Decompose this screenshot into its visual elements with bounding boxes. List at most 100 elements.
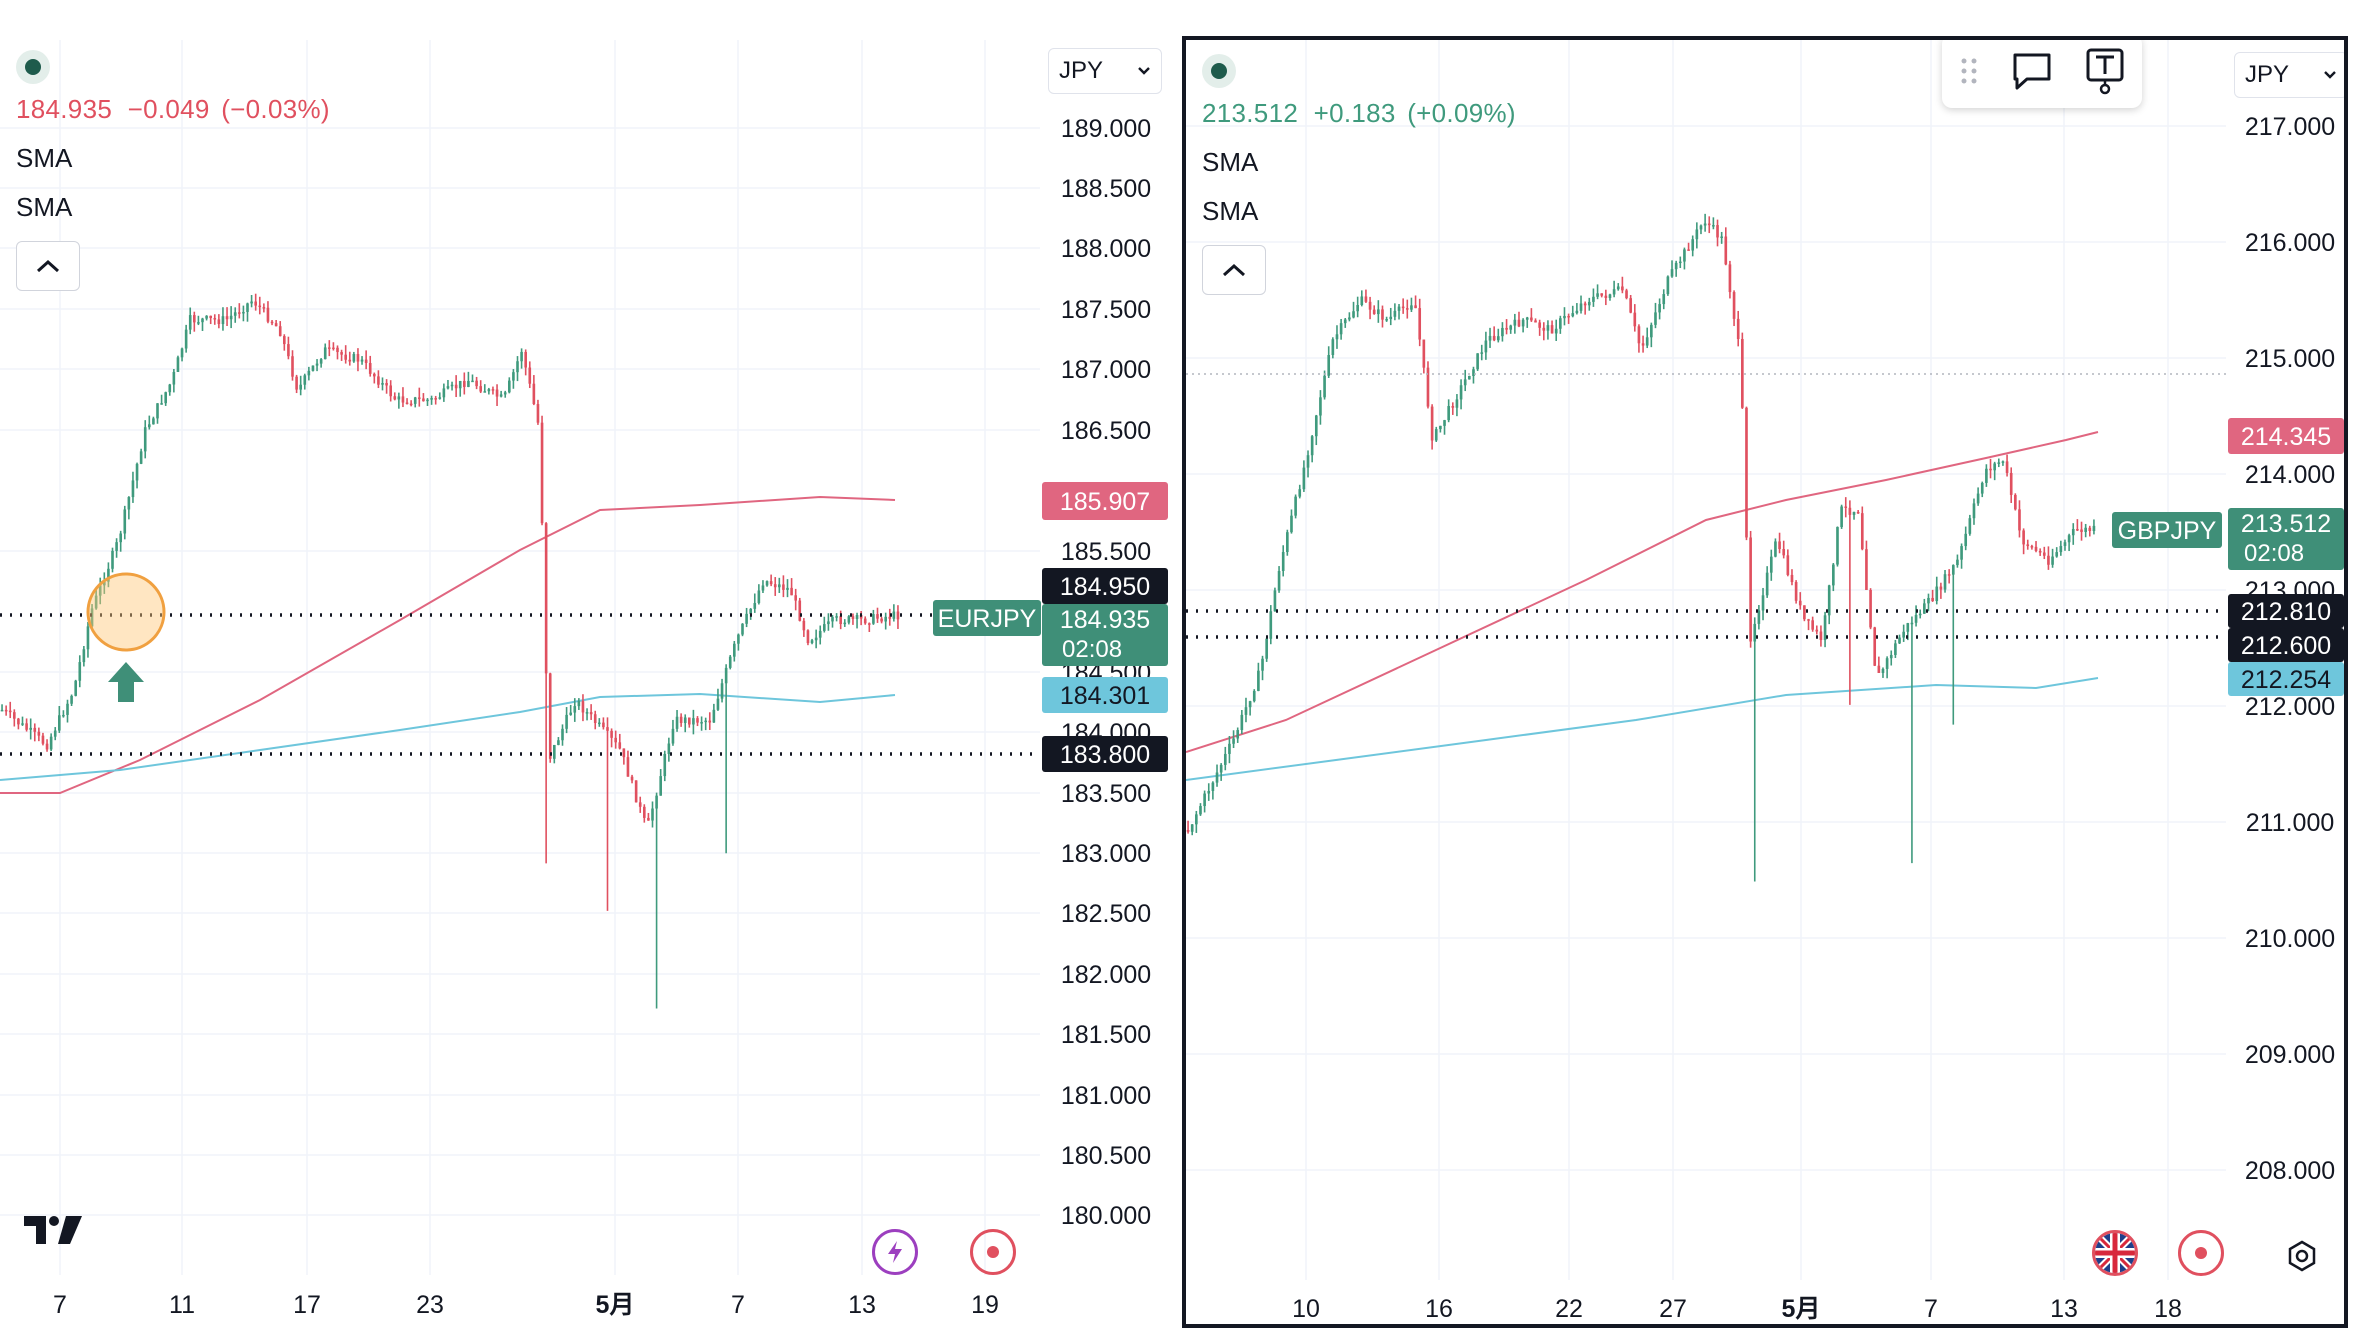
left-candle — [164, 392, 167, 404]
left-candle — [548, 673, 552, 759]
left-candle — [892, 611, 896, 619]
left-sma-indicator-2[interactable]: SMA — [16, 192, 73, 222]
settings-icon[interactable] — [2286, 1240, 2318, 1272]
right-candle — [2051, 556, 2054, 565]
right-candle — [1856, 511, 1860, 514]
right-candle — [1790, 574, 1794, 583]
left-candle — [307, 370, 311, 376]
right-candle — [1641, 343, 1645, 346]
left-candle — [598, 722, 601, 725]
right-candle — [1869, 589, 1872, 628]
right-candle — [1629, 298, 1632, 313]
text-tool-icon[interactable] — [2084, 47, 2126, 95]
right-chart-panel[interactable]: 217.000 216.000 215.000 214.000 213.000 212.0… — [1182, 36, 2348, 1328]
right-last-price: 213.512 — [1202, 98, 1299, 128]
left-candle — [577, 701, 581, 707]
left-candle — [487, 389, 491, 392]
left-candle — [454, 384, 458, 389]
record-icon[interactable] — [2178, 1230, 2224, 1276]
right-legend: 213.512 +0.183 (+0.09%) SMA SMA — [1202, 54, 1516, 295]
x-axis-tick-label: 7 — [731, 1291, 745, 1319]
left-candle — [483, 391, 487, 393]
left-chart-canvas[interactable]: 189.000 188.500 188.000 187.500 187.000 186.5… — [0, 0, 1176, 1334]
right-candle — [2092, 525, 2096, 531]
right-candle — [2026, 544, 2030, 547]
y-axis-tick-label: 187.500 — [1061, 296, 1151, 324]
up-arrow-icon — [108, 662, 144, 702]
right-candle — [1546, 325, 1550, 331]
left-sma-indicator-1[interactable]: SMA — [16, 143, 73, 173]
y-axis-tick-label: 183.000 — [1061, 840, 1151, 868]
tradingview-logo-icon[interactable] — [22, 1212, 86, 1248]
left-candle — [589, 712, 593, 715]
left-currency-select[interactable]: JPY — [1048, 48, 1162, 94]
record-icon[interactable] — [970, 1229, 1016, 1275]
right-candle — [1401, 306, 1405, 309]
left-candle — [254, 301, 257, 306]
left-candle — [647, 817, 650, 821]
y-axis-tick-label: 215.000 — [2245, 345, 2335, 373]
right-candle — [2080, 529, 2083, 532]
right-candle — [1203, 793, 1206, 807]
left-candle — [373, 373, 376, 377]
left-chart-panel[interactable]: 189.000 188.500 188.000 187.500 187.000 186.5… — [0, 0, 1176, 1334]
left-candle — [283, 336, 286, 345]
left-candle — [360, 359, 364, 362]
left-collapse-legend-button[interactable] — [16, 241, 80, 291]
right-currency-select[interactable]: JPY — [2234, 52, 2344, 98]
left-candle — [364, 359, 368, 363]
right-candle — [1583, 303, 1587, 306]
left-candle — [753, 603, 757, 609]
y-axis-tick-label: 216.000 — [2245, 229, 2335, 257]
right-candle — [1579, 303, 1583, 311]
left-candle — [671, 728, 675, 744]
left-candle — [720, 683, 724, 699]
right-candle — [1678, 261, 1682, 264]
left-candle — [659, 776, 662, 796]
left-candle — [148, 424, 151, 428]
left-candle — [884, 616, 887, 622]
x-axis-tick-label: 5月 — [1782, 1295, 1821, 1323]
right-candle — [1753, 623, 1757, 642]
left-candle — [385, 383, 388, 386]
right-candle — [1509, 325, 1513, 330]
right-candle — [1997, 462, 2001, 464]
comment-icon[interactable] — [2011, 51, 2053, 91]
left-candle — [315, 363, 319, 366]
left-candle — [761, 585, 765, 591]
left-candle — [463, 380, 466, 387]
right-candle — [1563, 315, 1566, 319]
lightning-icon[interactable] — [872, 1229, 918, 1275]
right-candle — [1434, 429, 1438, 441]
left-symbol-dot-button[interactable] — [16, 50, 50, 84]
right-candle — [1261, 658, 1264, 671]
right-candle — [1244, 707, 1248, 715]
left-candle — [802, 620, 806, 631]
right-candle — [1488, 335, 1492, 341]
chevron-down-icon — [2324, 71, 2336, 79]
left-candle — [201, 318, 204, 323]
right-candle — [1567, 315, 1570, 318]
left-candle — [323, 347, 327, 360]
right-sma-indicator-2[interactable]: SMA — [1202, 196, 1259, 226]
right-sma-indicator-1[interactable]: SMA — [1202, 147, 1259, 177]
left-candle — [33, 727, 37, 732]
right-candle — [1716, 225, 1719, 238]
left-candle — [78, 662, 82, 681]
left-candle — [446, 386, 450, 389]
right-candle — [1468, 375, 1471, 380]
right-candle — [1621, 286, 1624, 291]
left-candle — [340, 352, 343, 355]
right-candle — [1298, 489, 1302, 497]
right-symbol-dot-button[interactable] — [1202, 54, 1236, 88]
x-axis-tick-label: 13 — [848, 1291, 876, 1319]
right-candle — [2063, 542, 2067, 546]
right-chart-canvas[interactable]: 217.000216.000215.000214.000213.000212.0… — [1186, 40, 2344, 1324]
right-candle — [1840, 506, 1843, 528]
left-candle — [107, 568, 110, 582]
drag-handle-icon[interactable] — [1958, 55, 1980, 87]
left-candle — [221, 316, 225, 325]
left-candle — [8, 710, 12, 713]
right-collapse-legend-button[interactable] — [1202, 245, 1266, 295]
uk-flag-icon[interactable] — [2092, 1230, 2138, 1276]
